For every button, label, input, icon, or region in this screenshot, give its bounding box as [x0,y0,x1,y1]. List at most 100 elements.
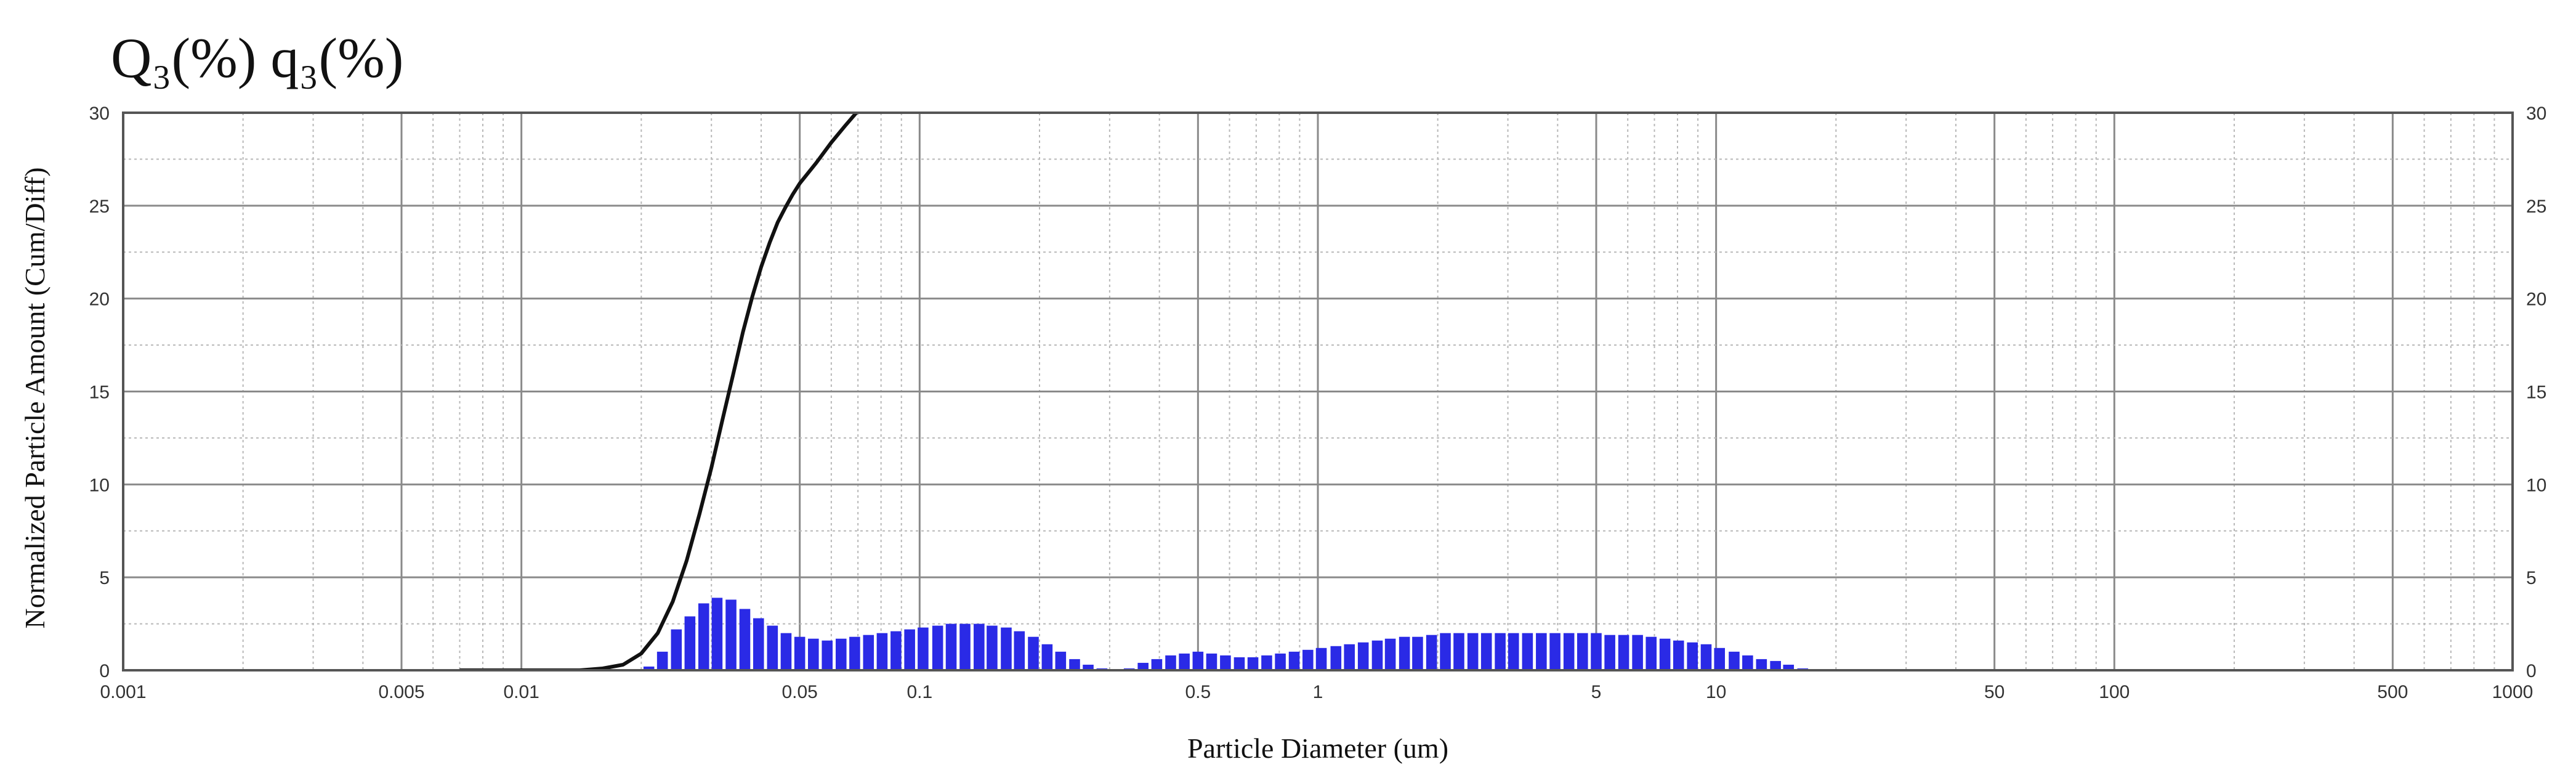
distribution-bar [1412,636,1423,670]
distribution-bar [1261,655,1272,670]
distribution-bar [1742,655,1753,670]
distribution-bar [1440,633,1451,670]
x-tick-label: 50 [1984,682,2005,702]
y-tick-label-left: 0 [99,661,110,681]
distribution-bar [1591,633,1602,670]
distribution-bar [794,636,806,670]
x-tick-label: 0.5 [1185,682,1211,702]
distribution-bar [711,598,723,670]
distribution-bar [1522,633,1533,670]
distribution-bar [1275,653,1286,670]
y-tick-label-right: 10 [2526,475,2546,495]
distribution-bar [1536,633,1547,670]
distribution-bar [1151,659,1163,670]
distribution-bar [780,633,792,670]
distribution-bar [725,599,737,670]
distribution-bar [918,627,929,670]
y-tick-label-right: 20 [2526,290,2546,310]
distribution-bar [890,631,902,670]
distribution-bar [1001,627,1012,670]
distribution-bar [698,603,709,670]
distribution-bar [1179,653,1190,670]
x-axis-label: Particle Diameter (um) [1187,732,1448,764]
distribution-bar [1659,638,1671,670]
y-tick-label-left: 15 [89,383,110,403]
distribution-bar [1233,657,1245,670]
distribution-bar [836,638,847,670]
distribution-bar [1495,633,1506,670]
y-tick-label-right: 5 [2526,568,2537,588]
x-tick-label: 1 [1313,682,1323,702]
distribution-bar [1632,635,1643,670]
distribution-bar [1247,657,1259,670]
distribution-bar [974,623,985,670]
chart-title: Q₃(%) q₃(%) [111,26,403,89]
distribution-bar [987,625,998,670]
plot-frame [122,112,2514,672]
distribution-bar [1714,647,1726,670]
distribution-bar [1384,638,1396,670]
distribution-bar [1770,660,1781,670]
distribution-bar [808,638,819,670]
distribution-bar [1687,642,1698,670]
x-tick-label: 0.005 [378,682,424,702]
distribution-bar [767,625,778,670]
distribution-bar [904,629,915,670]
y-axis-label: Normalized Particle Amount (Cum/Diff) [19,167,50,628]
distribution-bar [1165,655,1176,670]
distribution-bar [1371,640,1383,670]
cumulative-line [459,113,859,670]
distribution-bar [739,609,751,670]
distribution-bar [1729,651,1740,670]
distribution-bar [1028,636,1039,670]
distribution-bar [1480,633,1492,670]
distribution-bar [1137,662,1149,670]
y-tick-label-left: 10 [89,475,110,495]
distribution-bar [1041,644,1053,670]
x-tick-label: 0.05 [781,682,817,702]
axis-ticks: 0.001 0.005 0.01 0.05 0.1 0.5 1 5 10 50 100 500 1000… [89,103,2547,702]
distribution-bar [753,618,764,670]
distribution-bar [1426,635,1437,670]
x-tick-label: 5 [1591,682,1602,702]
distribution-bar [1756,659,1767,670]
y-tick-label-left: 30 [89,103,110,124]
x-tick-label: 100 [2099,682,2130,702]
distribution-bar [1467,633,1479,670]
distribution-bar [1344,644,1355,670]
y-tick-label-right: 15 [2526,383,2546,403]
distribution-bar [1563,633,1575,670]
distribution-bar [822,640,833,670]
distribution-bar [1508,633,1519,670]
distribution-bar [1604,635,1615,670]
distribution-bar [1055,651,1067,670]
y-tick-label-right: 30 [2526,103,2546,124]
cumulative-series [459,113,859,670]
distribution-bar [1673,640,1684,670]
x-tick-label: 0.1 [906,682,932,702]
x-tick-label: 10 [1706,682,1726,702]
y-tick-label-left: 5 [99,568,110,588]
x-tick-label: 500 [2377,682,2408,702]
y-tick-label-right: 0 [2526,661,2537,681]
x-tick-label: 0.01 [503,682,539,702]
distribution-bar [1357,642,1369,670]
distribution-bar [1220,655,1231,670]
x-tick-label: 1000 [2492,682,2534,702]
distribution-bar [684,616,696,670]
distribution-bar [1315,647,1327,670]
x-tick-label: 0.001 [100,682,146,702]
distribution-bar [1302,649,1314,670]
distribution-bar [1549,633,1561,670]
distribution-bar [959,623,971,670]
distribution-bar [1083,664,1094,670]
distribution-bar [1399,636,1410,670]
distribution-bar [1069,659,1080,670]
plot-border [122,112,2514,672]
distribution-bar [1645,636,1657,670]
distribution-bar [1288,651,1300,670]
distribution-bar [863,635,874,670]
distribution-bar [1192,651,1204,670]
